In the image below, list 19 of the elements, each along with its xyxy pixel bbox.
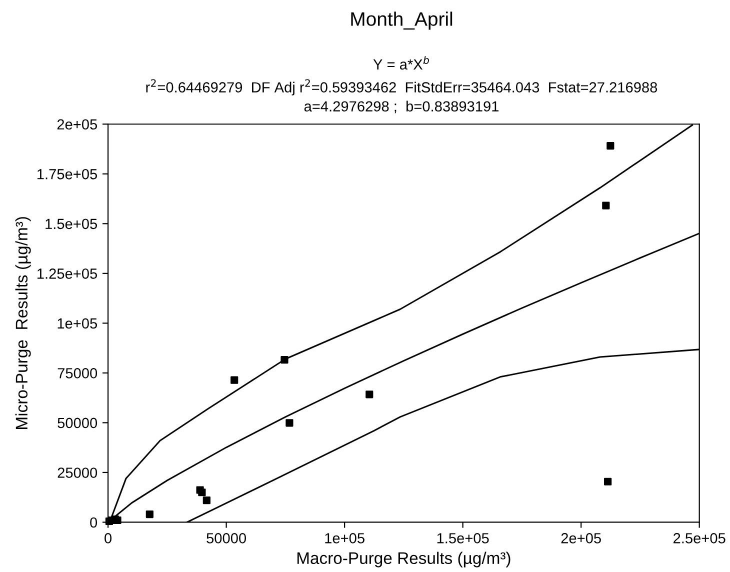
y-tick-label: 1.5e+05	[46, 218, 98, 230]
x-tick-label: 1.5e+05	[437, 533, 489, 544]
y-tick-label: 0	[90, 517, 98, 528]
x-tick-label: 50000	[206, 533, 246, 544]
y-axis-title: Micro-Purge Results (µg/m³)	[15, 217, 31, 429]
x-tick-label: 2e+05	[561, 533, 601, 544]
y-tick-label: 50000	[58, 418, 98, 428]
text: Y = a*X$^{b}$ r$^{2}$=0.64469279 DF Adj r$^{2}$=0.59393462 FitStdErr=35464.043 Fstat=27.216988 a=4.2976298 ; b=0.83893191	[146, 56, 658, 114]
x-tick-label: 1e+05	[325, 533, 364, 544]
x-tick-label: 2.5e+05	[674, 533, 726, 544]
y-tick-label: 2e+05	[57, 119, 98, 130]
y-tick-label: 1e+05	[58, 318, 98, 329]
y-tick-label: 75000	[58, 368, 98, 378]
x-tick-label: 0	[104, 533, 112, 544]
y-tick-label: 25000	[58, 468, 98, 478]
chart-title: Month_April	[351, 12, 452, 30]
x-axis-title: Macro-Purge Results (µg/m³)	[297, 552, 510, 568]
y-tick-label: 1.25e+05	[38, 268, 98, 279]
y-tick-label: 1.75e+05	[38, 168, 98, 180]
